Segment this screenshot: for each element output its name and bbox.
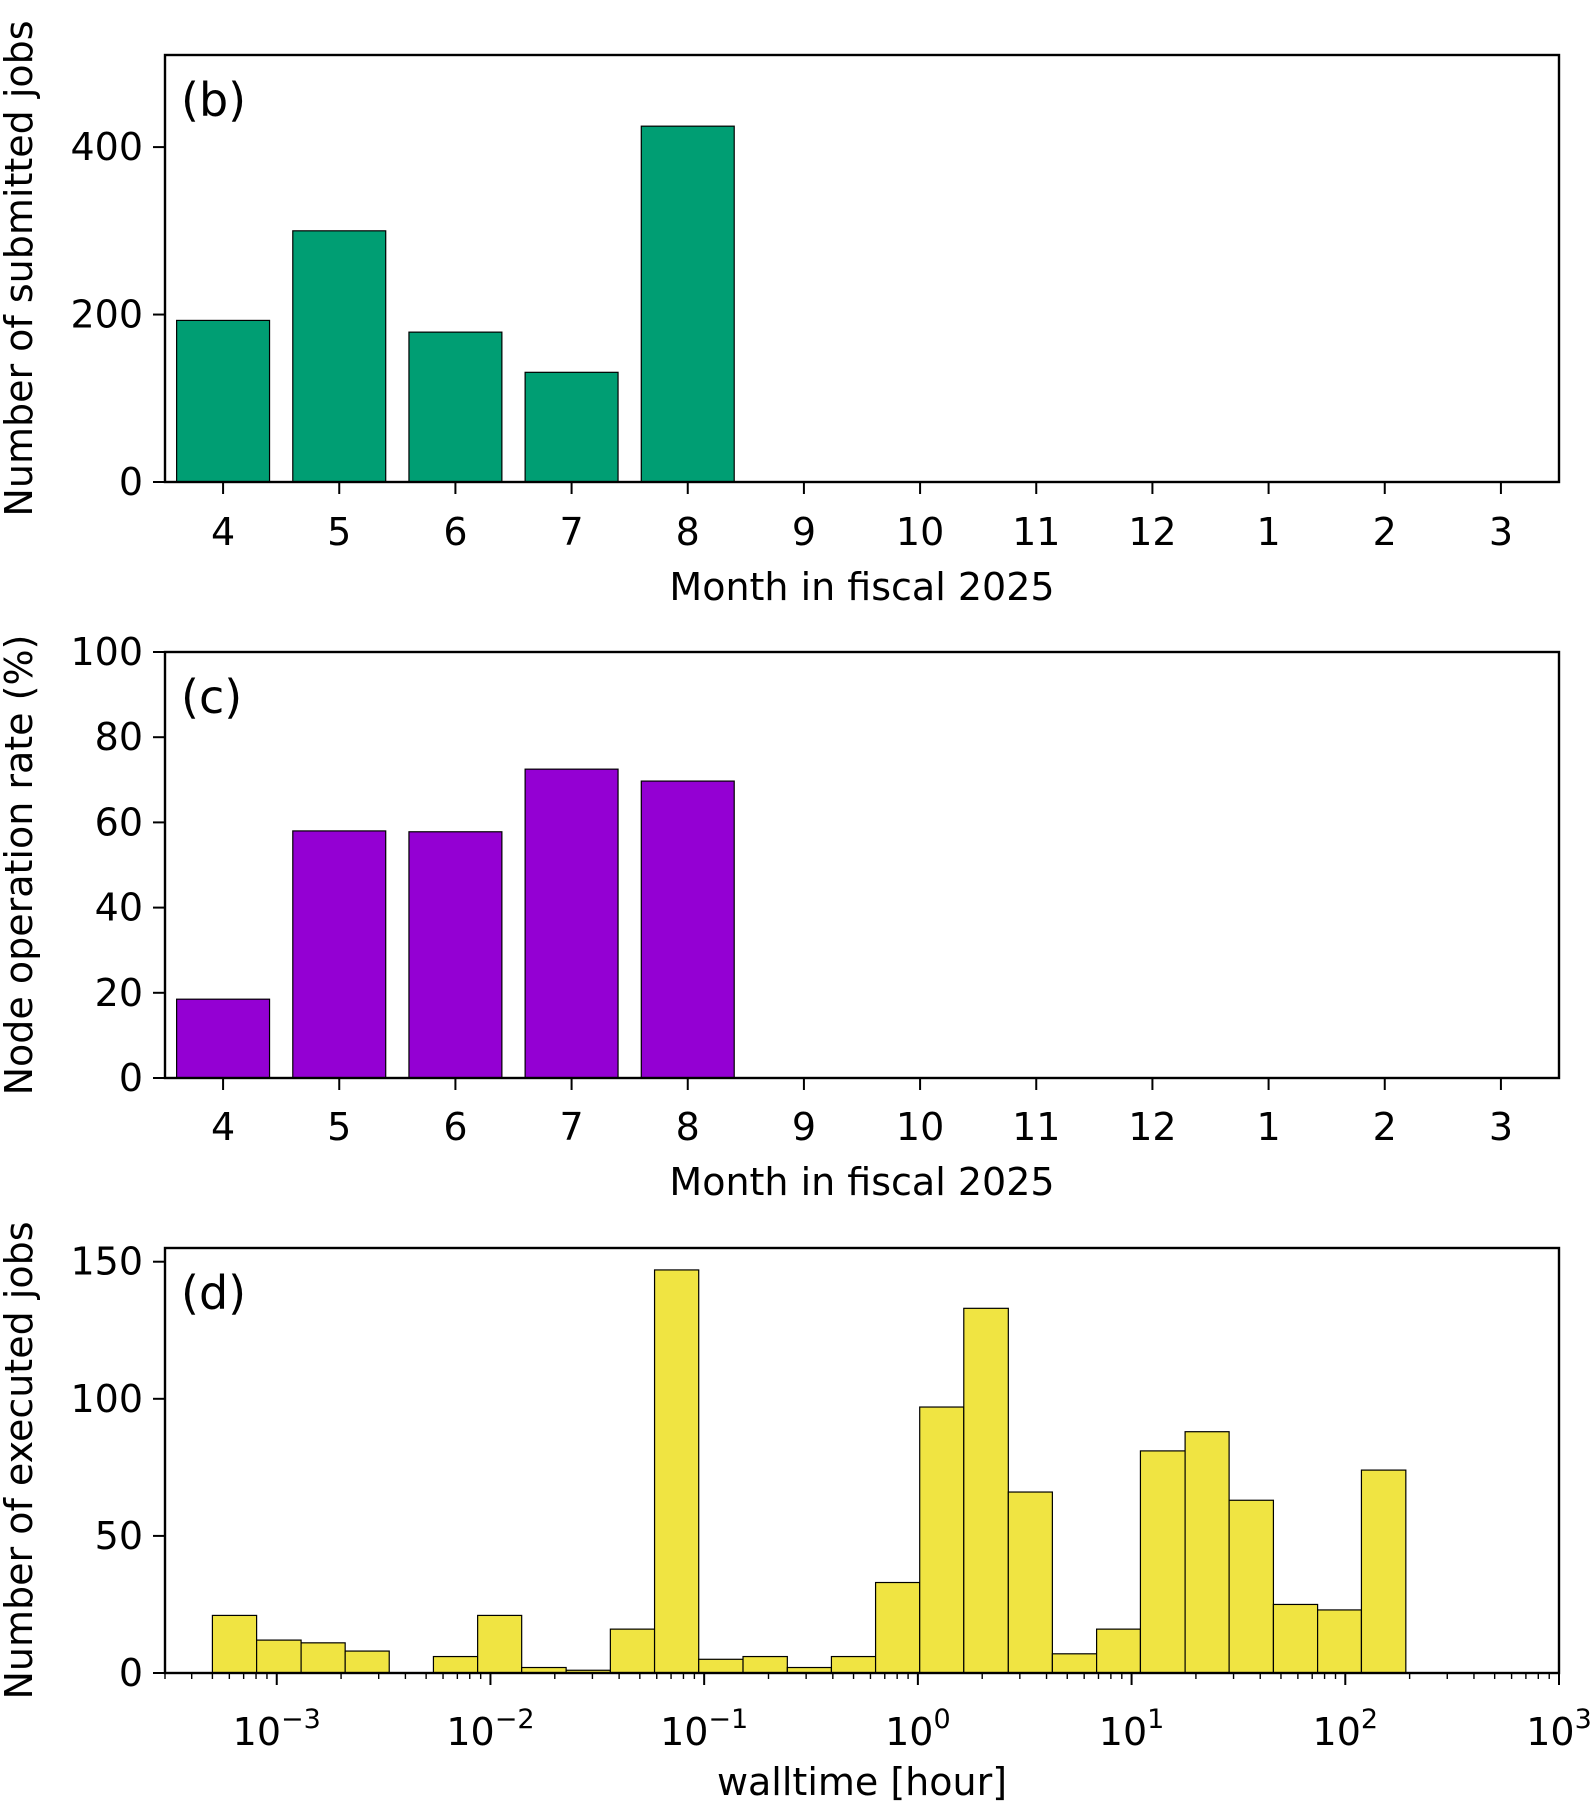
axes-frame [163, 650, 1561, 1080]
hist-bar [1360, 1469, 1407, 1674]
bar-month-4 [176, 998, 271, 1079]
hist-bar [609, 1628, 656, 1674]
y-axis-label: Number of executed jobs [0, 1221, 41, 1699]
y-tick-label: 50 [95, 1514, 143, 1558]
x-tick-label: 9 [792, 1105, 816, 1149]
x-tick-label: 6 [443, 510, 467, 554]
bar-month-8 [640, 780, 735, 1079]
hist-bar [300, 1642, 346, 1674]
x-tick-label: 100 [885, 1704, 951, 1754]
hist-bar [698, 1658, 744, 1674]
x-tick-label: 9 [792, 510, 816, 554]
x-tick-label: 8 [676, 510, 700, 554]
hist-bar [653, 1269, 700, 1674]
x-tick-label: 7 [559, 1105, 583, 1149]
y-axis-label: Number of submitted jobs [0, 20, 41, 516]
y-tick-label: 0 [119, 460, 143, 504]
panel-label: (b) [181, 73, 246, 127]
hist-bar [1228, 1499, 1275, 1674]
x-tick-label: 11 [1012, 1105, 1060, 1149]
x-tick-label: 3 [1489, 1105, 1513, 1149]
bar-month-8 [640, 125, 735, 483]
x-tick-label: 4 [211, 510, 235, 554]
x-axis-label: Month in fiscal 2025 [669, 565, 1054, 609]
x-tick-label: 103 [1526, 1704, 1592, 1754]
bar-month-7 [524, 371, 619, 483]
hist-bar [432, 1655, 479, 1674]
x-tick-label: 102 [1313, 1704, 1379, 1754]
y-tick-label: 100 [70, 630, 143, 674]
hist-bar [1096, 1628, 1142, 1674]
y-axis-label: Node operation rate (%) [0, 635, 41, 1096]
hist-bar [211, 1614, 258, 1674]
hist-bar [1272, 1603, 1319, 1674]
x-tick-label: 10 [896, 1105, 944, 1149]
y-tick-label: 20 [95, 971, 143, 1015]
panel-label: (c) [181, 670, 242, 724]
axes-frame [163, 53, 1561, 484]
x-axis-label: walltime [hour] [717, 1760, 1007, 1803]
x-tick-label: 1 [1256, 1105, 1280, 1149]
hist-bar [1051, 1653, 1098, 1674]
x-tick-label: 8 [676, 1105, 700, 1149]
x-tick-label: 1 [1256, 510, 1280, 554]
x-tick-label: 101 [1099, 1704, 1165, 1754]
panel-d: 0 50 100 150 10−3 10−2 10−1 100 101 102 103 (d) wall… [0, 1221, 1592, 1803]
x-tick-label: 2 [1373, 1105, 1397, 1149]
hist-bar [1316, 1609, 1363, 1674]
x-tick-label: 10−2 [446, 1704, 534, 1754]
y-tick-label: 80 [95, 715, 143, 759]
hist-bar [963, 1307, 1009, 1674]
y-tick-label: 150 [70, 1240, 143, 1284]
hist-bar [919, 1406, 965, 1674]
hist-bar [344, 1650, 390, 1674]
x-axis-label: Month in fiscal 2025 [669, 1160, 1054, 1204]
x-tick-label: 7 [559, 510, 583, 554]
x-tick-label: 10 [896, 510, 944, 554]
y-tick-label: 100 [70, 1377, 143, 1421]
panel-label: (d) [181, 1266, 246, 1320]
x-tick-label: 11 [1012, 510, 1060, 554]
hist-bar [1184, 1431, 1230, 1674]
hist-bar [256, 1639, 302, 1674]
y-tick-label: 60 [95, 800, 143, 844]
hist-bar [830, 1655, 877, 1674]
x-tick-label: 10−3 [233, 1704, 321, 1754]
hist-bar [874, 1581, 921, 1674]
hist-bar [1139, 1450, 1186, 1674]
x-tick-label: 10−1 [660, 1704, 748, 1754]
y-tick-label: 400 [70, 125, 143, 169]
x-tick-label: 5 [327, 1105, 351, 1149]
x-tick-label: 6 [443, 1105, 467, 1149]
x-tick-label: 3 [1489, 510, 1513, 554]
hist-bar [742, 1655, 788, 1674]
y-tick-label: 200 [70, 293, 143, 337]
x-tick-label: 12 [1128, 1105, 1176, 1149]
y-tick-label: 0 [119, 1651, 143, 1695]
y-tick-label: 0 [119, 1056, 143, 1100]
axes-frame [163, 1246, 1561, 1675]
x-tick-label: 2 [1373, 510, 1397, 554]
x-tick-label: 4 [211, 1105, 235, 1149]
hist-bar [477, 1614, 523, 1674]
bar-month-7 [524, 768, 619, 1079]
bar-month-6 [408, 331, 503, 483]
x-tick-label: 5 [327, 510, 351, 554]
bar-month-4 [176, 319, 271, 483]
x-tick-label: 12 [1128, 510, 1176, 554]
bar-month-5 [292, 830, 387, 1079]
hist-bar [1007, 1491, 1053, 1674]
bar-month-6 [408, 831, 503, 1079]
y-tick-label: 40 [95, 886, 143, 930]
bar-month-5 [292, 230, 387, 483]
